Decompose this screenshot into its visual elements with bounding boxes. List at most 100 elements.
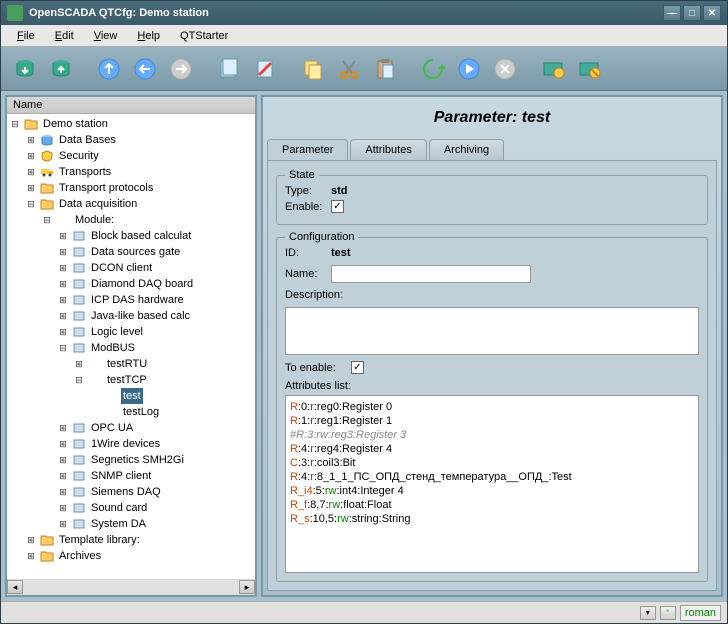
tab-attributes[interactable]: Attributes <box>350 139 426 160</box>
tree-item[interactable]: ⊟Demo station <box>9 116 253 132</box>
tree-toggle-icon[interactable]: ⊞ <box>25 164 37 180</box>
tool-cut[interactable] <box>333 53 365 85</box>
menu-file[interactable]: File <box>9 28 43 44</box>
tool-add[interactable] <box>213 53 245 85</box>
tree-item[interactable]: ⊞testRTU <box>9 356 253 372</box>
tree-item[interactable]: ⊞Template library: <box>9 532 253 548</box>
tree-item[interactable]: ⊟Data acquisition <box>9 196 253 212</box>
tree-item[interactable]: test <box>9 388 253 404</box>
status-dropdown[interactable]: ▾ <box>640 606 656 620</box>
tree-item[interactable]: ⊞Transport protocols <box>9 180 253 196</box>
tree-toggle-icon[interactable]: ⊟ <box>57 340 69 356</box>
tree-toggle-icon[interactable]: ⊞ <box>57 452 69 468</box>
attr-line[interactable]: R_i4:5:rw:int4:Integer 4 <box>290 484 694 498</box>
tree-item[interactable]: ⊞ICP DAS hardware <box>9 292 253 308</box>
tree-toggle-icon[interactable]: ⊞ <box>25 532 37 548</box>
attributes-list[interactable]: R:0:r:reg0:Register 0R:1:r:reg1:Register… <box>285 395 699 573</box>
tree-item[interactable]: ⊞Segnetics SMH2Gi <box>9 452 253 468</box>
name-input[interactable] <box>331 265 531 283</box>
tree-toggle-icon[interactable]: ⊞ <box>57 260 69 276</box>
tree-toggle-icon[interactable]: ⊞ <box>57 516 69 532</box>
tree-toggle-icon[interactable]: ⊞ <box>57 292 69 308</box>
tool-back[interactable] <box>129 53 161 85</box>
tree-item[interactable]: ⊞Archives <box>9 548 253 564</box>
tree-scrollbar-h[interactable]: ◂ ▸ <box>7 579 255 595</box>
tree-item[interactable]: ⊞Block based calculat <box>9 228 253 244</box>
tree-item[interactable]: testLog <box>9 404 253 420</box>
tree-item[interactable]: ⊞Security <box>9 148 253 164</box>
tool-refresh[interactable] <box>417 53 449 85</box>
tool-stop[interactable] <box>489 53 521 85</box>
scroll-left-button[interactable]: ◂ <box>7 580 23 594</box>
tool-db-load[interactable] <box>9 53 41 85</box>
tool-ext1[interactable] <box>537 53 569 85</box>
enable-checkbox[interactable]: ✓ <box>331 200 344 213</box>
close-button[interactable]: ✕ <box>703 5 721 21</box>
tool-run[interactable] <box>453 53 485 85</box>
tree-toggle-icon[interactable]: ⊞ <box>57 500 69 516</box>
attr-line[interactable]: R_f:8,7:rw:float:Float <box>290 498 694 512</box>
tree-toggle-icon[interactable]: ⊞ <box>57 436 69 452</box>
tool-db-save[interactable] <box>45 53 77 85</box>
attr-line[interactable]: R:4:r:8_1_1_ПС_ОПД_стенд_температура__ОП… <box>290 470 694 484</box>
tree-toggle-icon[interactable]: ⊞ <box>57 308 69 324</box>
tree-toggle-icon[interactable]: ⊞ <box>57 228 69 244</box>
tree-body[interactable]: ⊟Demo station⊞Data Bases⊞Security⊞Transp… <box>7 114 255 579</box>
tree-toggle-icon[interactable]: ⊞ <box>25 132 37 148</box>
tree-toggle-icon[interactable]: ⊞ <box>25 180 37 196</box>
toenable-checkbox[interactable]: ✓ <box>351 361 364 374</box>
tool-up[interactable] <box>93 53 125 85</box>
tree-item[interactable]: ⊞Transports <box>9 164 253 180</box>
tree-toggle-icon[interactable]: ⊞ <box>73 356 85 372</box>
attr-line[interactable]: R:1:r:reg1:Register 1 <box>290 414 694 428</box>
tree-item[interactable]: ⊞Logic level <box>9 324 253 340</box>
titlebar[interactable]: OpenSCADA QTCfg: Demo station — □ ✕ <box>1 1 727 25</box>
tree-toggle-icon[interactable]: ⊞ <box>57 468 69 484</box>
tree-item[interactable]: ⊞DCON client <box>9 260 253 276</box>
tree-toggle-icon[interactable]: ⊟ <box>9 116 21 132</box>
tree-item[interactable]: ⊟Module: <box>9 212 253 228</box>
menu-qtstarter[interactable]: QTStarter <box>172 28 236 44</box>
attr-line[interactable]: R:0:r:reg0:Register 0 <box>290 400 694 414</box>
tree-item[interactable]: ⊟testTCP <box>9 372 253 388</box>
tree-toggle-icon[interactable]: ⊟ <box>73 372 85 388</box>
tree-toggle-icon[interactable]: ⊞ <box>57 244 69 260</box>
attr-line[interactable]: R:4:r:reg4:Register 4 <box>290 442 694 456</box>
maximize-button[interactable]: □ <box>683 5 701 21</box>
tree-item[interactable]: ⊞SNMP client <box>9 468 253 484</box>
tree-toggle-icon[interactable]: ⊞ <box>57 324 69 340</box>
tool-paste[interactable] <box>369 53 401 85</box>
scroll-track[interactable] <box>23 580 239 594</box>
tree-item[interactable]: ⊞Siemens DAQ <box>9 484 253 500</box>
tool-copy[interactable] <box>297 53 329 85</box>
desc-textarea[interactable] <box>285 307 699 355</box>
tree-item[interactable]: ⊞OPC UA <box>9 420 253 436</box>
tree-toggle-icon[interactable]: ⊟ <box>41 212 53 228</box>
tree-item[interactable]: ⊞Data sources gate <box>9 244 253 260</box>
menu-help[interactable]: Help <box>129 28 168 44</box>
tree-toggle-icon[interactable]: ⊟ <box>25 196 37 212</box>
status-indicator[interactable]: * <box>660 606 676 620</box>
tool-delete[interactable] <box>249 53 281 85</box>
tree-toggle-icon[interactable]: ⊞ <box>57 276 69 292</box>
menu-view[interactable]: View <box>86 28 126 44</box>
tab-parameter[interactable]: Parameter <box>267 139 348 160</box>
tree-item[interactable]: ⊞System DA <box>9 516 253 532</box>
tree-item[interactable]: ⊞1Wire devices <box>9 436 253 452</box>
tree-item[interactable]: ⊟ModBUS <box>9 340 253 356</box>
tree-item[interactable]: ⊞Java-like based calc <box>9 308 253 324</box>
tool-forward[interactable] <box>165 53 197 85</box>
menu-edit[interactable]: Edit <box>47 28 82 44</box>
tree-toggle-icon[interactable]: ⊞ <box>25 148 37 164</box>
tree-item[interactable]: ⊞Sound card <box>9 500 253 516</box>
tree-item[interactable]: ⊞Diamond DAQ board <box>9 276 253 292</box>
tree-item[interactable]: ⊞Data Bases <box>9 132 253 148</box>
tab-archiving[interactable]: Archiving <box>429 139 504 160</box>
minimize-button[interactable]: — <box>663 5 681 21</box>
attr-line[interactable]: C:3:r:coil3:Bit <box>290 456 694 470</box>
scroll-right-button[interactable]: ▸ <box>239 580 255 594</box>
tree-toggle-icon[interactable]: ⊞ <box>57 420 69 436</box>
tool-ext2[interactable] <box>573 53 605 85</box>
tree-toggle-icon[interactable]: ⊞ <box>57 484 69 500</box>
attr-line[interactable]: #R:3:rw:reg3:Register 3 <box>290 428 694 442</box>
